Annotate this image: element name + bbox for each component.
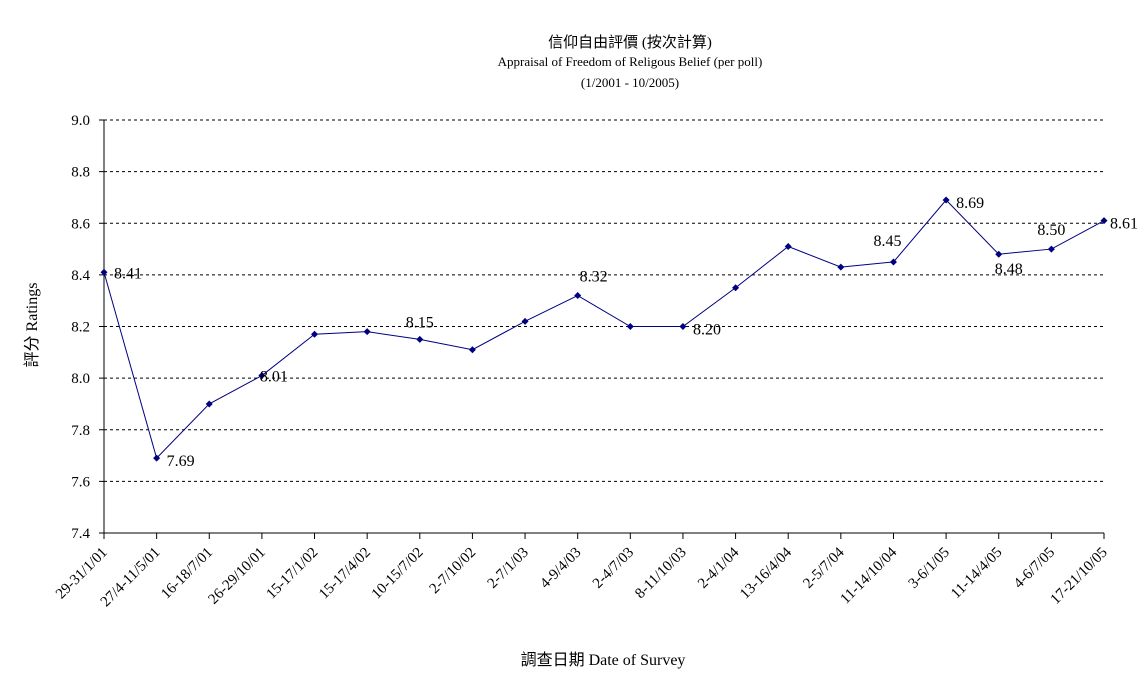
data-label: 8.15 <box>406 314 434 331</box>
x-tick-label: 2-4/1/04 <box>695 544 743 592</box>
x-tick-label: 8-11/10/03 <box>632 545 689 602</box>
x-tick-label: 3-6/1/05 <box>906 545 953 592</box>
data-point <box>626 323 634 330</box>
x-tick-label: 15-17/4/02 <box>316 545 374 603</box>
data-label: 7.69 <box>167 453 195 470</box>
data-point <box>153 454 161 462</box>
data-point <box>363 328 371 336</box>
data-point <box>942 196 950 204</box>
x-tick-label: 2-4/7/03 <box>590 545 637 592</box>
data-point <box>679 323 687 330</box>
data-point <box>732 284 740 292</box>
data-point <box>889 258 897 266</box>
x-tick-label: 10-15/7/02 <box>369 545 427 603</box>
x-tick-label: 26-29/10/01 <box>206 545 269 608</box>
data-label: 8.61 <box>1110 216 1138 233</box>
x-tick-label: 2-5/7/04 <box>800 544 848 592</box>
y-tick-label: 8.8 <box>71 165 90 181</box>
data-point <box>837 263 845 271</box>
data-label: 8.01 <box>260 369 288 386</box>
data-point <box>521 317 529 325</box>
x-tick-label: 11-14/10/04 <box>838 544 901 607</box>
x-tick-label: 4-6/7/05 <box>1011 545 1058 592</box>
x-tick-label: 2-7/10/02 <box>427 545 480 598</box>
data-point <box>205 400 213 408</box>
data-point <box>574 292 582 300</box>
data-label: 8.41 <box>114 265 142 282</box>
x-axis-label: 調查日期 Date of Survey <box>521 651 686 669</box>
data-point <box>258 372 266 380</box>
y-tick-label: 8.0 <box>71 371 90 387</box>
data-label: 8.32 <box>580 269 608 286</box>
y-axis-label: 評分 Ratings <box>23 283 41 368</box>
data-label: 8.45 <box>873 233 901 250</box>
y-tick-label: 7.4 <box>71 526 90 542</box>
x-tick-label: 2-7/1/03 <box>485 545 532 592</box>
data-point <box>416 335 424 343</box>
y-tick-label: 8.4 <box>71 268 90 284</box>
data-point <box>100 268 108 276</box>
data-point <box>468 346 476 354</box>
data-point <box>1047 245 1055 253</box>
series-line <box>103 199 1105 460</box>
data-label: 8.48 <box>995 261 1023 278</box>
x-tick-label: 13-16/4/04 <box>737 544 795 602</box>
y-tick-label: 7.8 <box>71 423 90 439</box>
chart-subtitle: Appraisal of Freedom of Religous Belief … <box>497 54 763 69</box>
data-label: 8.20 <box>693 322 721 339</box>
data-point <box>1100 217 1108 225</box>
data-point <box>995 250 1003 258</box>
y-tick-label: 8.2 <box>71 320 90 336</box>
data-label: 8.50 <box>1037 222 1065 239</box>
y-tick-label: 9.0 <box>71 113 90 129</box>
y-tick-label: 7.6 <box>71 474 90 490</box>
chart-period: (1/2001 - 10/2005) <box>580 75 680 90</box>
x-tick-label: 15-17/1/02 <box>263 545 321 603</box>
data-point <box>311 330 319 338</box>
y-tick-label: 8.6 <box>71 216 90 232</box>
x-tick-label: 4-9/4/03 <box>537 545 584 592</box>
data-point <box>784 242 792 250</box>
x-tick-label: 17-21/10/05 <box>1048 545 1111 608</box>
x-tick-label: 11-14/4/05 <box>948 545 1005 602</box>
data-label: 8.69 <box>956 195 984 212</box>
chart-title: 信仰自由評價 (按次計算) <box>548 35 712 51</box>
